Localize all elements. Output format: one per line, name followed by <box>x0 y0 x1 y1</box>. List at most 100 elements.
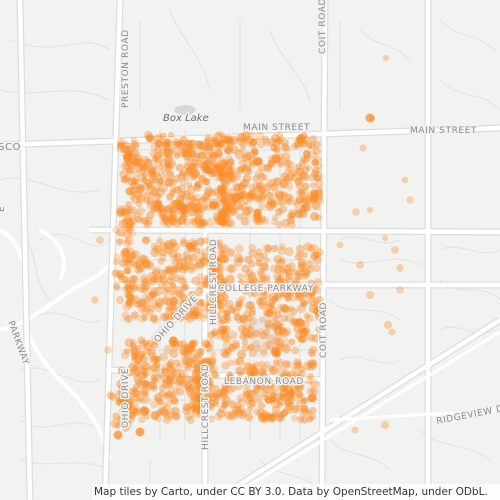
poi-dot <box>193 183 202 192</box>
poi-dot <box>307 334 316 342</box>
poi-dot <box>126 166 135 174</box>
poi-dot <box>236 136 246 147</box>
poi-dot <box>123 174 132 183</box>
poi-dot <box>301 155 310 165</box>
poi-dot <box>154 297 165 307</box>
poi-dot <box>241 135 250 143</box>
poi-dot <box>230 145 239 154</box>
poi-dot <box>183 343 190 351</box>
poi-dot <box>182 251 191 259</box>
poi-dot <box>143 197 151 204</box>
poi-dot <box>278 374 286 382</box>
poi-dot <box>91 296 99 304</box>
poi-dot <box>262 328 271 337</box>
poi-dot <box>267 154 277 165</box>
poi-dot <box>235 166 244 174</box>
poi-dot <box>165 306 174 315</box>
poi-dot <box>241 343 250 352</box>
poi-dot <box>205 135 213 144</box>
poi-dot <box>288 211 296 219</box>
poi-dot <box>208 392 218 402</box>
poi-dot <box>191 158 199 167</box>
poi-dot <box>141 236 151 246</box>
poi-dot <box>300 397 307 404</box>
poi-dot <box>263 291 271 300</box>
poi-dot <box>248 316 258 326</box>
poi-dot <box>196 140 204 148</box>
poi-dot <box>281 408 289 417</box>
poi-dot <box>197 204 207 214</box>
poi-dot <box>189 150 197 158</box>
poi-dot <box>269 200 278 209</box>
poi-dot <box>143 221 151 229</box>
poi-dot <box>246 192 254 200</box>
poi-dot <box>219 246 227 255</box>
poi-dot <box>149 287 160 297</box>
poi-dot <box>115 397 124 407</box>
poi-dot <box>214 191 223 199</box>
map-attribution[interactable]: Map tiles by Carto, under CC BY 3.0. Dat… <box>92 484 500 500</box>
poi-dot <box>223 378 234 388</box>
poi-dot <box>276 414 285 423</box>
poi-dot <box>247 189 256 199</box>
poi-dot <box>279 372 289 382</box>
poi-dot <box>279 257 286 264</box>
poi-dot <box>262 394 270 401</box>
poi-dot <box>252 149 259 157</box>
poi-dot <box>247 343 255 352</box>
poi-dot <box>233 200 243 210</box>
poi-dot <box>278 289 288 298</box>
poi-dot <box>365 290 375 300</box>
poi-dot <box>217 388 227 398</box>
poi-dot <box>150 141 160 152</box>
poi-dot <box>211 310 220 319</box>
poi-dot <box>207 402 215 411</box>
poi-dot <box>136 216 144 223</box>
poi-dot <box>131 275 139 283</box>
poi-dot <box>271 315 279 323</box>
poi-dot <box>250 367 259 375</box>
poi-dot <box>159 209 169 219</box>
poi-dot <box>196 152 206 162</box>
poi-dot <box>117 204 126 214</box>
poi-dot <box>234 150 245 160</box>
poi-dot <box>306 265 314 273</box>
poi-dot <box>275 220 283 229</box>
poi-dot <box>141 314 148 321</box>
poi-dot <box>141 182 150 191</box>
poi-dot <box>157 177 165 185</box>
poi-dot <box>208 357 217 365</box>
poi-dot <box>119 366 126 374</box>
poi-dot <box>205 292 214 301</box>
poi-dot <box>168 199 178 208</box>
poi-dot <box>231 409 239 417</box>
poi-dot <box>174 306 184 316</box>
poi-dot <box>165 297 174 307</box>
poi-dot <box>146 211 155 220</box>
poi-dot <box>147 272 157 282</box>
poi-dot <box>306 279 316 289</box>
poi-dot <box>161 379 171 389</box>
poi-dot <box>274 292 283 301</box>
poi-dot <box>291 268 299 277</box>
poi-dot <box>123 420 133 430</box>
poi-dot <box>169 179 177 187</box>
poi-dot <box>187 138 197 148</box>
poi-dot <box>161 138 171 147</box>
poi-dot <box>302 272 310 280</box>
poi-dot <box>155 409 163 417</box>
poi-dot <box>244 136 254 145</box>
poi-dot <box>129 398 139 408</box>
poi-dot <box>191 276 201 286</box>
poi-dot <box>157 281 166 290</box>
poi-dot <box>145 133 155 143</box>
poi-dot <box>165 162 173 170</box>
poi-dot <box>211 136 220 145</box>
poi-dot <box>164 246 172 254</box>
poi-dot <box>172 274 180 283</box>
poi-dot <box>166 398 174 406</box>
poi-dot <box>143 396 152 405</box>
poi-dot <box>308 359 318 369</box>
poi-dot <box>113 253 121 260</box>
